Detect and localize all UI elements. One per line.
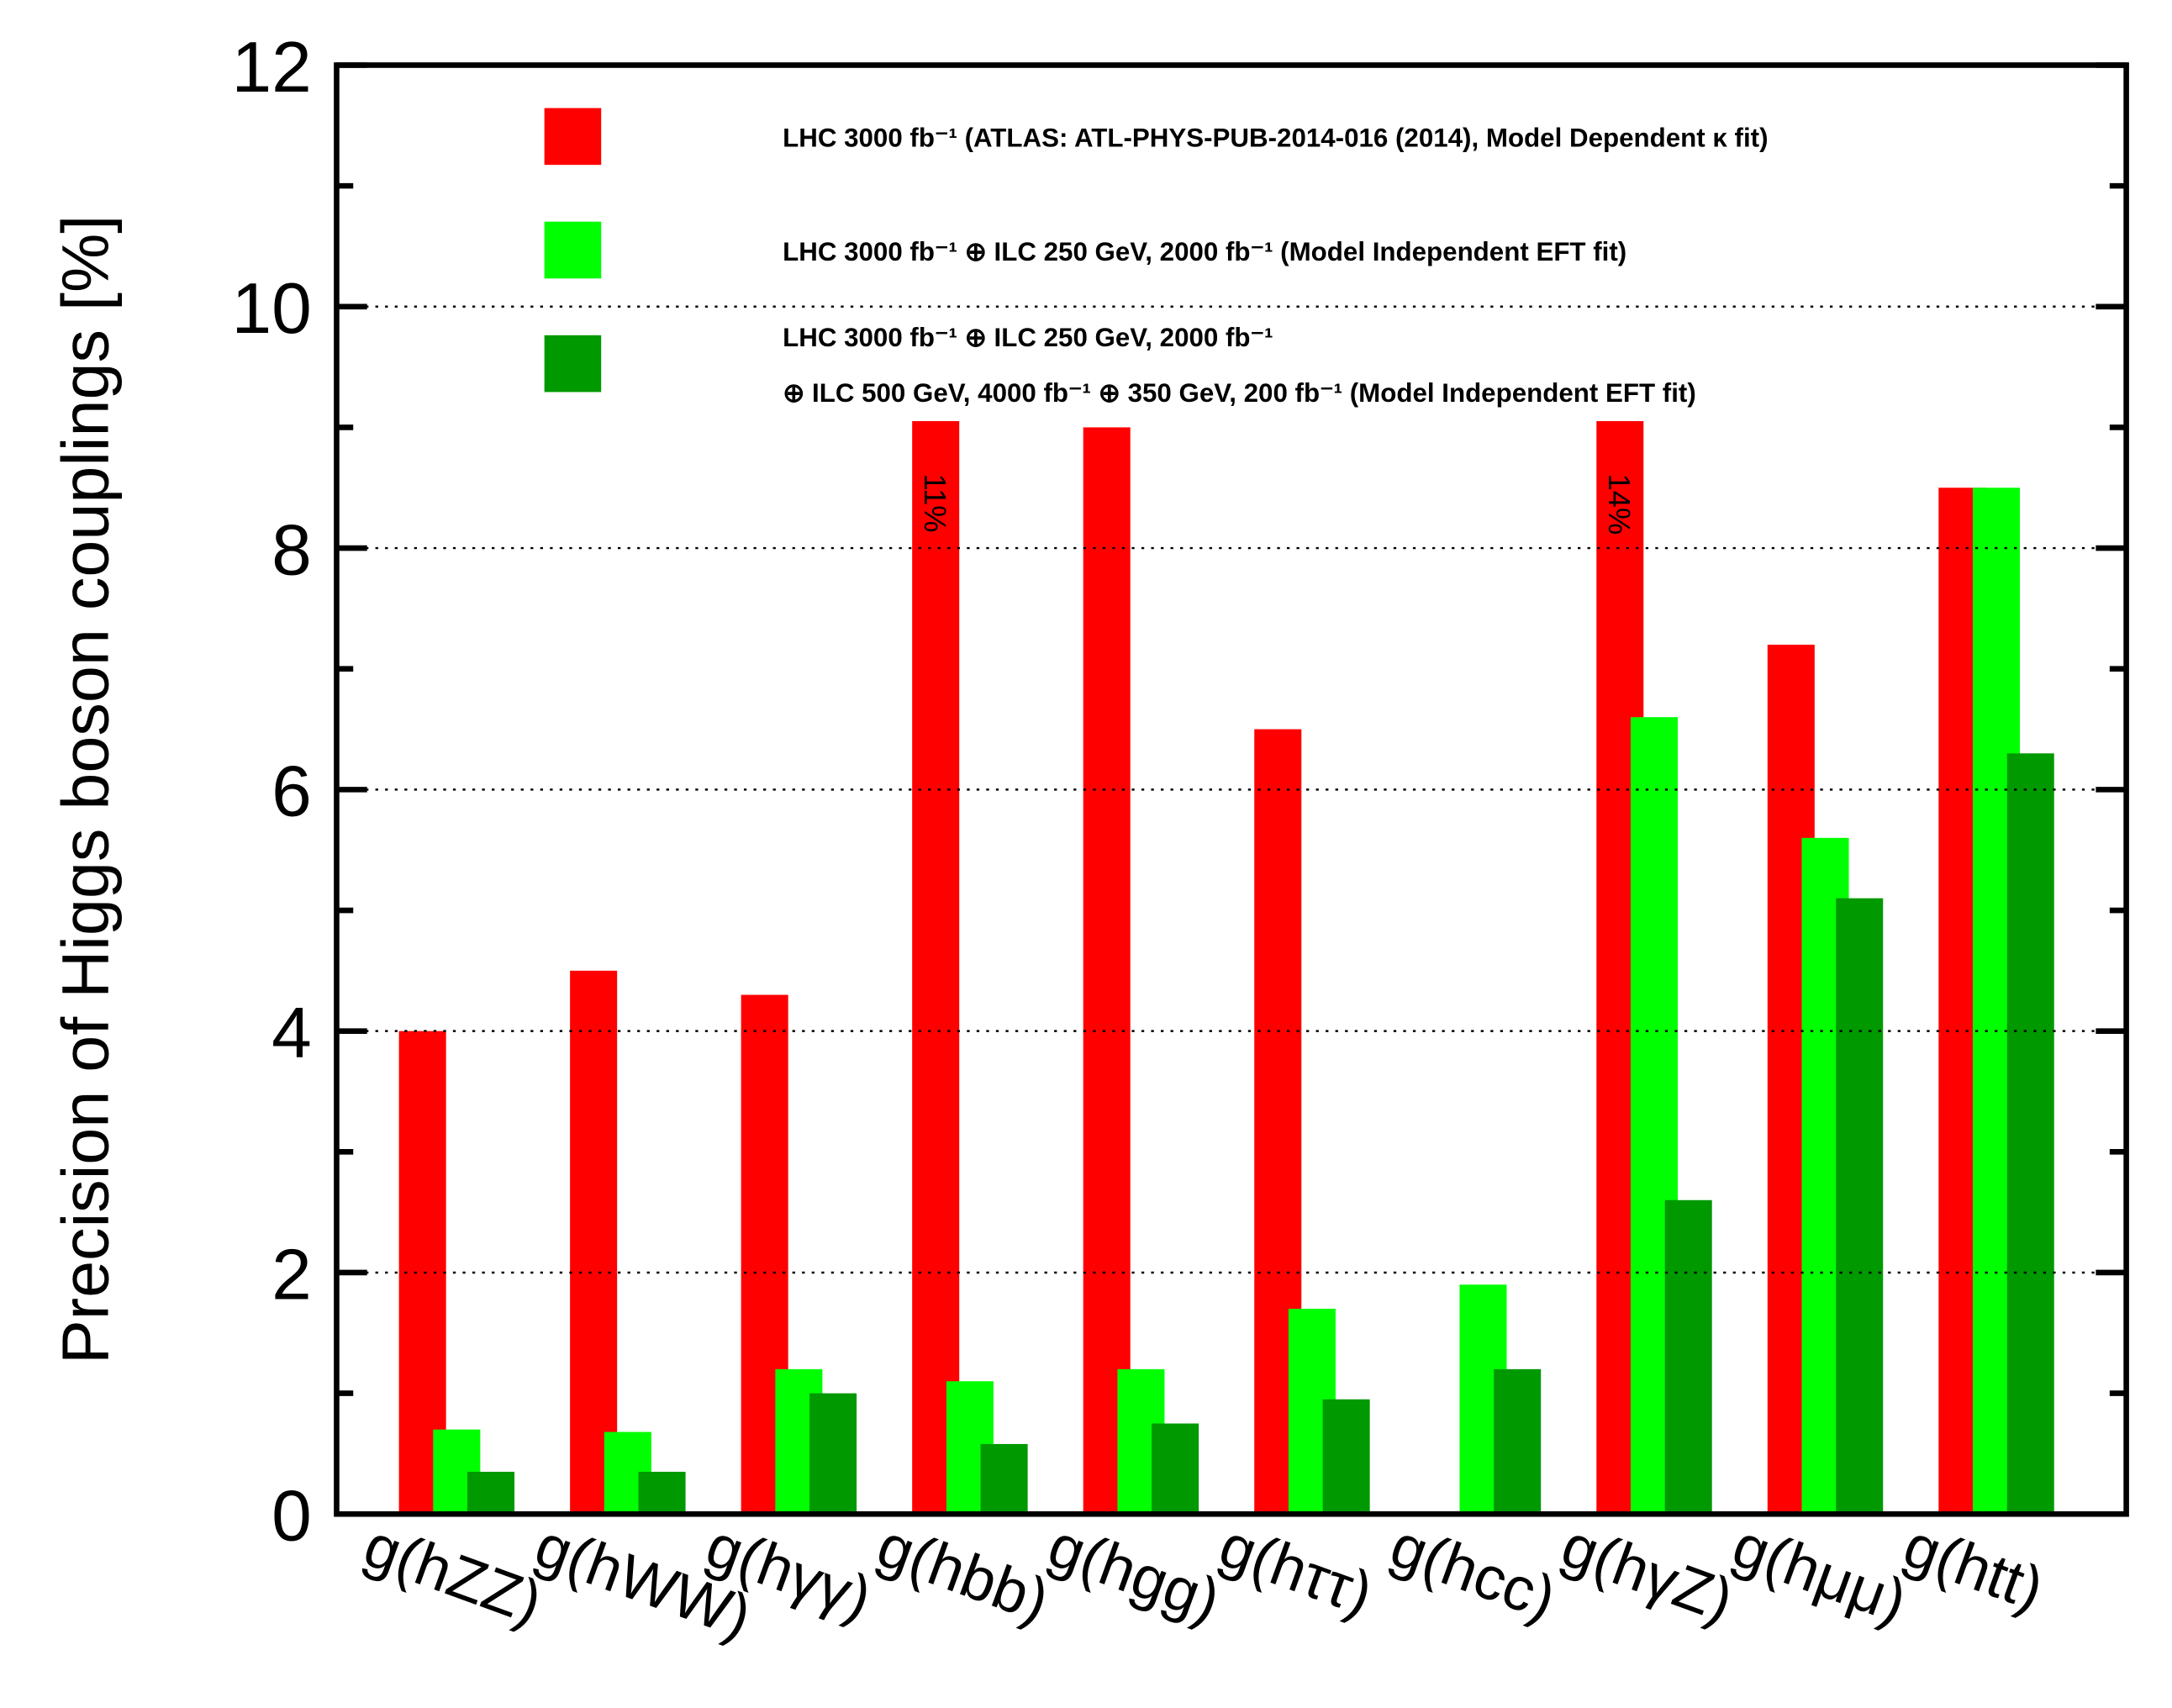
x-tick-label: g(htt) bbox=[1895, 1511, 2053, 1624]
bar bbox=[1836, 898, 1884, 1515]
bar bbox=[2006, 753, 2054, 1515]
y-tick-label: 10 bbox=[231, 268, 311, 349]
legend-label: LHC 3000 fb⁻¹ ⊕ ILC 250 GeV, 2000 fb⁻¹ (… bbox=[783, 237, 1626, 266]
bar bbox=[1494, 1368, 1542, 1515]
legend-swatch bbox=[544, 335, 602, 393]
bar bbox=[980, 1443, 1028, 1515]
bar bbox=[570, 970, 618, 1515]
bar bbox=[1664, 1199, 1712, 1515]
value-label: 11% bbox=[918, 474, 952, 533]
y-tick-label: 4 bbox=[272, 993, 312, 1073]
bars bbox=[398, 421, 2054, 1515]
bar bbox=[1083, 427, 1131, 1515]
x-tick-label: g(hbb) bbox=[869, 1511, 1058, 1636]
x-tick-label: g(hcc) bbox=[1382, 1511, 1564, 1633]
legend-label: LHC 3000 fb⁻¹ (ATLAS: ATL-PHYS-PUB-2014-… bbox=[783, 124, 1768, 153]
x-tick-label: g(hZZ) bbox=[356, 1511, 551, 1638]
legend-swatch bbox=[544, 108, 602, 166]
bar bbox=[809, 1393, 857, 1515]
legend-label: ⊕ ILC 500 GeV, 4000 fb⁻¹ ⊕ 350 GeV, 200 … bbox=[783, 378, 1696, 408]
legend-swatch bbox=[544, 221, 602, 279]
bar bbox=[1152, 1423, 1199, 1515]
y-tick-label: 12 bbox=[231, 27, 311, 108]
value-label: 14% bbox=[1602, 474, 1637, 535]
x-tick-label: g(hττ) bbox=[1211, 1511, 1382, 1629]
legend-label: LHC 3000 fb⁻¹ ⊕ ILC 250 GeV, 2000 fb⁻¹ bbox=[783, 323, 1273, 352]
y-tick-label: 2 bbox=[272, 1234, 312, 1315]
y-tick-label: 8 bbox=[272, 509, 312, 590]
x-tick-label: g(hgg) bbox=[1040, 1511, 1229, 1636]
bar bbox=[912, 421, 960, 1515]
bar bbox=[1322, 1399, 1370, 1515]
y-tick-label: 0 bbox=[272, 1476, 312, 1557]
bar bbox=[467, 1471, 515, 1515]
y-axis-label: Precision of Higgs boson couplings [%] bbox=[48, 215, 123, 1364]
x-tick-label: g(hμμ) bbox=[1724, 1511, 1915, 1637]
x-tick-label: g(hγZ) bbox=[1553, 1511, 1742, 1636]
bar bbox=[638, 1471, 686, 1515]
y-tick-label: 6 bbox=[272, 751, 312, 832]
